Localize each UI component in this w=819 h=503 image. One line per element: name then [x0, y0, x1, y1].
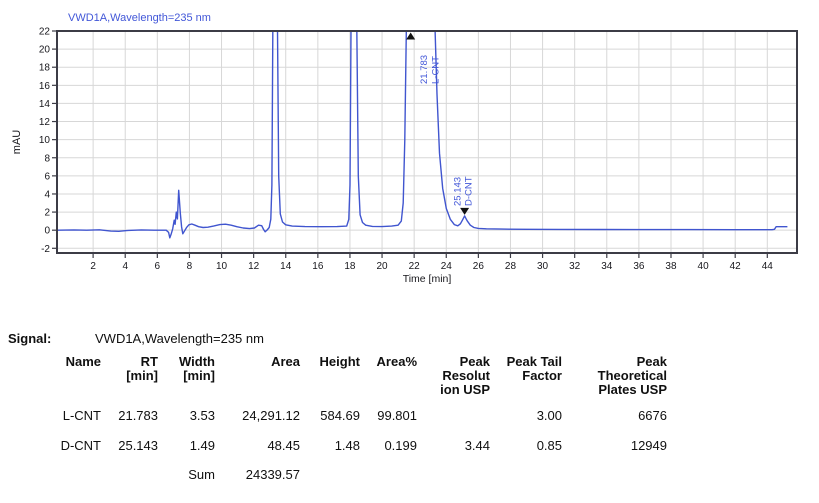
sum-row-label: Sum [188, 467, 215, 482]
signal-trace [57, 31, 788, 239]
y-axis-tick-label: 12 [39, 117, 51, 128]
peak-apex-marker-up [406, 32, 416, 40]
x-axis-tick-label: 6 [155, 261, 161, 272]
y-axis-tick-label: 18 [39, 63, 51, 74]
y-axis-title: mAU [11, 130, 23, 155]
y-axis-tick-label: 22 [39, 27, 51, 38]
header-name: Name [65, 354, 101, 369]
y-axis-tick-label: 6 [44, 171, 50, 182]
y-axis-tick-label: 14 [39, 99, 51, 110]
header-resolution: Peak Resolut ion USP [440, 354, 490, 397]
header-tail: Peak Tail Factor [506, 354, 562, 383]
header-area_pct: Area% [376, 354, 417, 369]
signal-label: Signal: [8, 331, 52, 346]
y-axis-tick-label: 2 [44, 208, 50, 219]
x-axis-tick-label: 42 [730, 261, 742, 272]
chromatogram-chart: 2 4 6 8 10 12 14 16 18 20 22 24 26 28 30 32 34 36 38 40 42 44… [11, 12, 798, 285]
cell-row1-width: 1.49 [189, 438, 215, 453]
x-axis-tick-label: 14 [280, 261, 292, 272]
x-axis-tick-label: 28 [505, 261, 517, 272]
cell-row0-area: 24,291.12 [242, 408, 300, 423]
y-axis-tick-label: 20 [39, 45, 51, 56]
peak-apex-marker-down [460, 207, 470, 215]
cell-row1-height: 1.48 [334, 438, 360, 453]
x-axis-tick-label: 36 [633, 261, 645, 272]
peak-rt-label: 25.143 [453, 177, 464, 206]
cell-row0-tail: 3.00 [536, 408, 562, 423]
x-axis-tick-label: 22 [409, 261, 421, 272]
y-axis-tick-label: 16 [39, 81, 51, 92]
signal-line: Signal: VWD1A,Wavelength=235 nm [8, 331, 264, 346]
x-axis-tick-label: 20 [376, 261, 388, 272]
cell-row1-name: D-CNT [60, 438, 101, 453]
x-axis-tick-label: 40 [698, 261, 710, 272]
header-rt: RT [min] [126, 354, 158, 383]
y-axis-tick-label: 8 [44, 153, 50, 164]
header-plates: Peak Theoretical Plates USP [597, 354, 667, 397]
chart-title: VWD1A,Wavelength=235 nm [68, 12, 211, 24]
x-axis-title: Time [min] [403, 273, 452, 285]
peak-name-label: D-CNT [464, 176, 475, 206]
cell-row0-rt: 21.783 [118, 408, 158, 423]
peak-rt-label: 21.783 [419, 55, 430, 84]
x-axis-tick-label: 18 [344, 261, 356, 272]
plot-border [56, 30, 798, 254]
x-axis-tick-label: 4 [122, 261, 128, 272]
cell-row1-area_pct: 0.199 [384, 438, 417, 453]
y-axis-tick-label: 0 [44, 226, 50, 237]
x-axis-tick-label: 12 [248, 261, 260, 272]
cell-row0-area_pct: 99.801 [377, 408, 417, 423]
peak-name-label: L-CNT [431, 56, 442, 84]
x-axis-tick-label: 24 [441, 261, 453, 272]
x-axis-tick-label: 16 [312, 261, 324, 272]
cell-row0-width: 3.53 [189, 408, 215, 423]
cell-row1-area: 48.45 [267, 438, 300, 453]
x-axis-tick-label: 44 [762, 261, 774, 272]
y-axis-tick-label: -2 [41, 244, 50, 255]
x-axis-tick-label: 26 [473, 261, 485, 272]
x-axis-tick-label: 38 [665, 261, 677, 272]
x-axis-tick-label: 34 [601, 261, 613, 272]
cell-row0-name: L-CNT [62, 408, 101, 423]
cell-row1-resolution: 3.44 [464, 438, 490, 453]
x-axis-tick-label: 30 [537, 261, 549, 272]
cell-row1-plates: 12949 [630, 438, 667, 453]
header-width: Width [min] [179, 354, 215, 383]
signal-value: VWD1A,Wavelength=235 nm [95, 331, 264, 346]
x-axis-tick-label: 8 [187, 261, 193, 272]
cell-row1-tail: 0.85 [536, 438, 562, 453]
header-height: Height [319, 354, 360, 369]
sum-row-value: 24339.57 [245, 467, 300, 482]
x-axis-tick-label: 2 [90, 261, 96, 272]
cell-row1-rt: 25.143 [118, 438, 158, 453]
header-area: Area [271, 354, 300, 369]
cell-row0-plates: 6676 [638, 408, 667, 423]
y-axis-tick-label: 10 [39, 135, 51, 146]
x-axis-tick-label: 32 [569, 261, 581, 272]
y-axis-tick-label: 4 [44, 189, 50, 200]
x-axis-tick-label: 10 [216, 261, 228, 272]
cell-row0-height: 584.69 [320, 408, 360, 423]
